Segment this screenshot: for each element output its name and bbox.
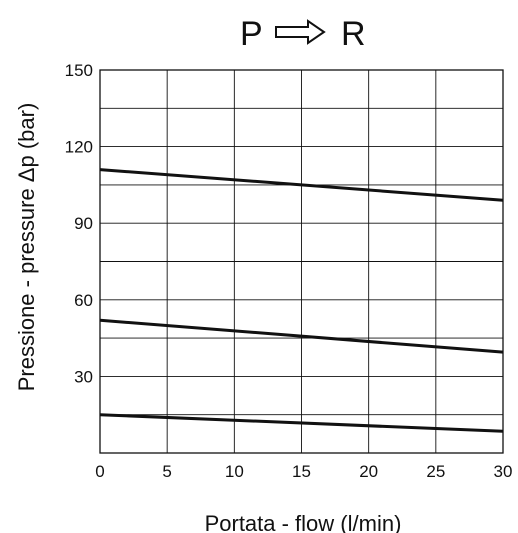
x-tick-label: 15 — [292, 462, 311, 481]
tick-labels: 0 5 10 15 20 25 30 30 60 90 120 150 — [65, 61, 513, 481]
x-tick-label: 30 — [494, 462, 513, 481]
y-tick-label: 60 — [74, 291, 93, 310]
plot-frame — [99, 69, 504, 454]
series-line-3 — [99, 413, 504, 433]
x-tick-label: 0 — [95, 462, 104, 481]
x-tick-label: 20 — [359, 462, 378, 481]
y-tick-label: 90 — [74, 214, 93, 233]
y-tick-label: 120 — [65, 138, 93, 157]
y-tick-label: 30 — [74, 367, 93, 386]
y-tick-label: 150 — [65, 61, 93, 80]
title-right: R — [341, 15, 366, 53]
outline-right-arrow-icon — [275, 19, 326, 45]
series-line-2 — [99, 318, 504, 354]
x-tick-label: 10 — [225, 462, 244, 481]
chart-title: P R — [240, 15, 366, 53]
title-left: P — [240, 15, 263, 53]
series-line-1 — [99, 168, 504, 202]
series-layer — [99, 168, 504, 433]
y-axis-label: Pressione - pressure Δp (bar) — [14, 103, 39, 392]
x-tick-label: 25 — [426, 462, 445, 481]
x-axis-label: Portata - flow (l/min) — [205, 511, 402, 533]
x-tick-label: 5 — [162, 462, 171, 481]
grid — [100, 70, 503, 453]
